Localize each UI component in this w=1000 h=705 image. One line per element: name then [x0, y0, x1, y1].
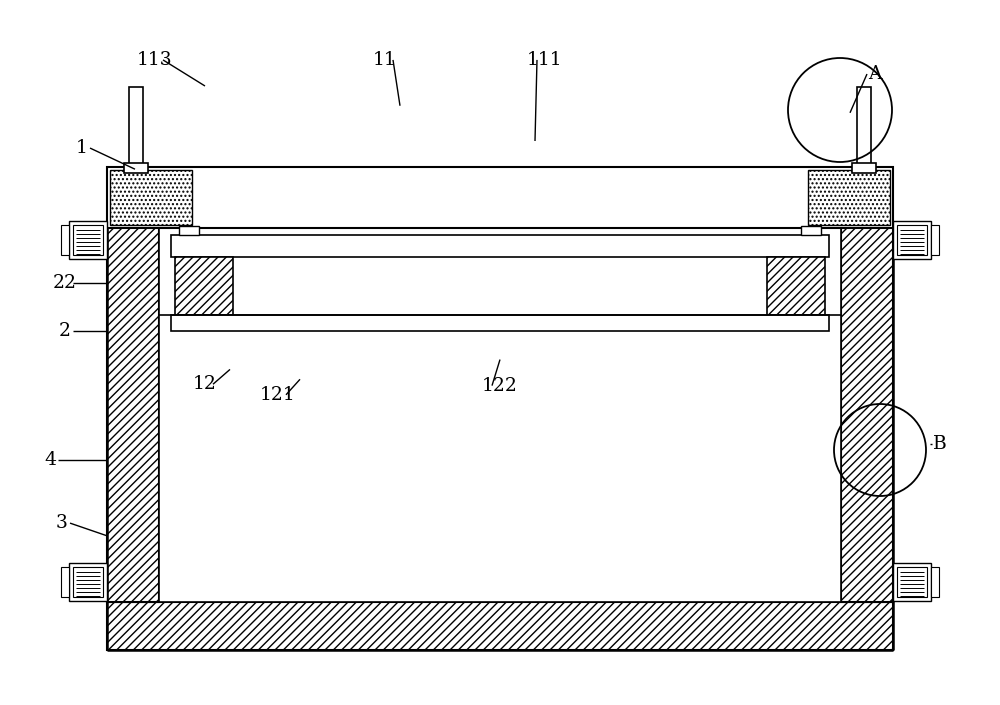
- Text: 3: 3: [56, 514, 68, 532]
- Bar: [931, 225, 939, 255]
- Text: A: A: [868, 65, 882, 83]
- Bar: [801, 226, 821, 235]
- Text: 113: 113: [137, 51, 173, 69]
- Bar: [124, 163, 148, 173]
- Bar: [179, 226, 199, 235]
- Bar: [857, 87, 871, 167]
- Bar: [893, 563, 931, 601]
- Bar: [69, 563, 107, 601]
- Bar: [893, 221, 931, 259]
- Bar: [69, 221, 107, 259]
- Text: 11: 11: [373, 51, 397, 69]
- Bar: [171, 235, 829, 257]
- Bar: [73, 567, 103, 597]
- Bar: [931, 567, 939, 597]
- Text: 121: 121: [260, 386, 296, 404]
- Bar: [129, 87, 143, 167]
- Bar: [107, 225, 159, 602]
- Bar: [61, 225, 69, 255]
- Bar: [61, 567, 69, 597]
- Text: 4: 4: [44, 450, 56, 469]
- Text: 1: 1: [76, 139, 88, 157]
- Text: 111: 111: [527, 51, 563, 69]
- Bar: [89, 237, 107, 253]
- Bar: [841, 225, 893, 602]
- Bar: [767, 257, 825, 315]
- Bar: [897, 225, 927, 255]
- Bar: [107, 167, 893, 228]
- Bar: [159, 225, 841, 602]
- Bar: [808, 170, 890, 225]
- Bar: [897, 567, 927, 597]
- Bar: [110, 170, 192, 225]
- Text: 22: 22: [53, 274, 77, 293]
- Text: 2: 2: [59, 322, 71, 341]
- Text: 12: 12: [193, 375, 217, 393]
- Bar: [171, 315, 829, 331]
- Bar: [107, 602, 893, 650]
- Text: B: B: [933, 435, 947, 453]
- Text: 122: 122: [482, 376, 518, 395]
- Bar: [852, 163, 876, 173]
- Bar: [175, 257, 233, 315]
- Bar: [893, 237, 911, 253]
- Bar: [73, 225, 103, 255]
